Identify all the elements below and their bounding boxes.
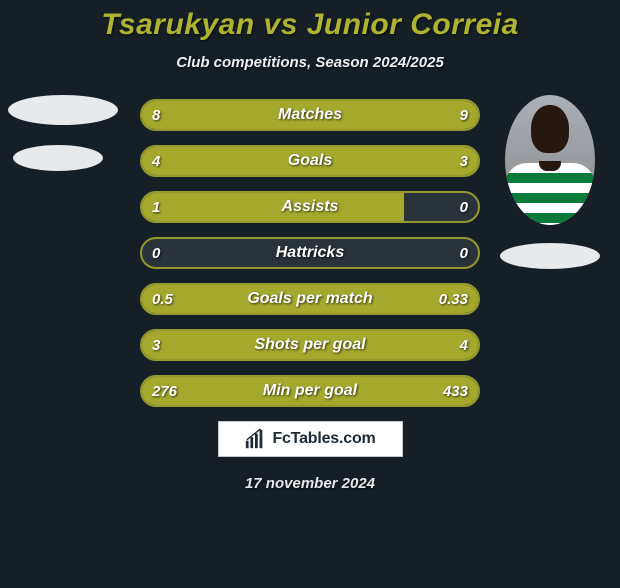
stat-row: 00Hattricks <box>140 237 480 269</box>
player-left-panel <box>8 95 108 171</box>
stat-label: Shots per goal <box>142 331 478 359</box>
player-left-name-placeholder <box>13 145 103 171</box>
footer-date: 17 november 2024 <box>0 475 620 492</box>
stat-label: Goals <box>142 147 478 175</box>
page-title: Tsarukyan vs Junior Correia <box>0 8 620 42</box>
stat-label: Goals per match <box>142 285 478 313</box>
stat-row: 0.50.33Goals per match <box>140 283 480 315</box>
comparison-content: 89Matches 43Goals 10Assists 00Hattricks 0.50… <box>0 99 620 407</box>
player-right-head <box>531 105 569 153</box>
player-right-jersey <box>505 163 595 225</box>
stat-label: Assists <box>142 193 478 221</box>
stat-label: Hattricks <box>142 239 478 267</box>
stat-label: Matches <box>142 101 478 129</box>
footer-brand-text: FcTables.com <box>272 430 375 448</box>
player-right-avatar <box>505 95 595 225</box>
footer-logo[interactable]: FcTables.com <box>218 421 403 457</box>
stat-row: 276433Min per goal <box>140 375 480 407</box>
chart-icon <box>244 428 266 450</box>
subtitle: Club competitions, Season 2024/2025 <box>0 54 620 71</box>
stat-row: 10Assists <box>140 191 480 223</box>
stat-row: 43Goals <box>140 145 480 177</box>
stat-row: 34Shots per goal <box>140 329 480 361</box>
player-right-name-placeholder <box>500 243 600 269</box>
stat-row: 89Matches <box>140 99 480 131</box>
stat-label: Min per goal <box>142 377 478 405</box>
stat-bars: 89Matches 43Goals 10Assists 00Hattricks 0.50… <box>140 99 480 407</box>
player-left-avatar-placeholder <box>8 95 118 125</box>
player-right-panel <box>500 95 600 269</box>
